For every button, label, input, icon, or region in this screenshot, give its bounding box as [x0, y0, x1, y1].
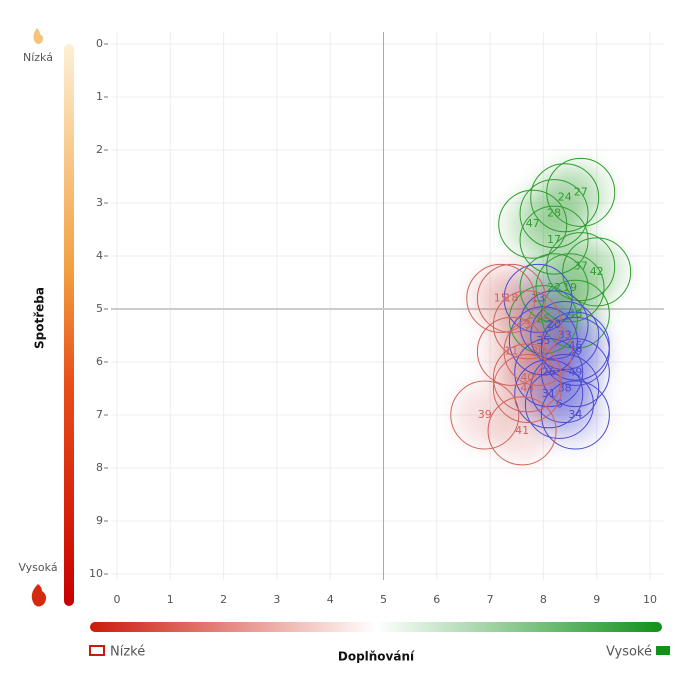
point [530, 301, 600, 370]
point [514, 338, 584, 408]
point [466, 263, 536, 333]
point-label: 48 [568, 307, 582, 320]
x-tick-label: 8 [540, 593, 547, 606]
x-tick-label: 10 [643, 593, 657, 606]
y-tick-label: 7 [96, 408, 103, 421]
point-label: 40 [520, 371, 534, 384]
y-tick-label: 8 [96, 461, 103, 474]
low-battery-icon [89, 645, 105, 656]
point-label: 42 [590, 265, 604, 278]
point [535, 253, 605, 323]
point-label: 3 [524, 318, 531, 331]
point-label: 41 [515, 424, 529, 437]
point [530, 163, 600, 233]
point [503, 263, 573, 333]
point [530, 354, 600, 423]
y-tick-label: 1 [96, 90, 103, 103]
point [524, 369, 594, 439]
point-label: 44 [520, 382, 534, 395]
point [492, 290, 562, 360]
point [503, 316, 573, 386]
point-label: 18 [504, 291, 518, 304]
y-tick-label: 4 [96, 249, 103, 262]
x-tick-label: 2 [220, 593, 227, 606]
point [540, 316, 610, 386]
y-tick-label: 10 [89, 567, 103, 580]
x-tick-label: 1 [167, 593, 174, 606]
point [492, 343, 562, 413]
point [519, 290, 589, 360]
point-label: 6 [556, 397, 563, 410]
point [476, 263, 546, 333]
y-high-label: Vysoká [18, 561, 57, 574]
point [562, 237, 632, 307]
x-tick-label: 5 [380, 593, 387, 606]
point-label: 28 [547, 207, 561, 220]
point [546, 232, 616, 302]
y-low-label: Nízká [23, 51, 53, 64]
point [487, 396, 557, 466]
point [519, 179, 589, 249]
x-tick-label: 6 [433, 593, 440, 606]
x-tick-label: 4 [327, 593, 334, 606]
y-tick-label: 0 [96, 37, 103, 50]
point-label: 30 [531, 344, 545, 357]
point-label: 25 [536, 313, 550, 326]
point-label: 15 [494, 291, 508, 304]
point-label: 24 [558, 191, 572, 204]
point [540, 380, 610, 450]
point [450, 380, 520, 450]
point [514, 359, 584, 429]
y-tick-label: 3 [96, 196, 103, 209]
x-gradient-bar [90, 622, 662, 632]
y-axis-title: Spotřeba [33, 287, 47, 349]
y-tick-label: 2 [96, 143, 103, 156]
low-flame-icon [33, 28, 44, 44]
point [540, 338, 610, 408]
point [492, 354, 562, 423]
y-tick-label: 5 [96, 302, 103, 315]
high-battery-icon [656, 646, 670, 655]
y-tick-label: 9 [96, 514, 103, 527]
point [498, 189, 568, 259]
y-gradient-bar [64, 44, 74, 606]
x-tick-label: 0 [114, 593, 121, 606]
point [546, 157, 616, 227]
point-label: 34 [568, 408, 582, 421]
x-tick-label: 3 [273, 593, 280, 606]
x-tick-label: 9 [593, 593, 600, 606]
point-label: 17 [547, 233, 561, 246]
point [476, 316, 546, 386]
high-flame-icon [31, 584, 47, 607]
x-tick-label: 7 [487, 593, 494, 606]
point-label: 11 [504, 344, 518, 357]
y-tick-label: 6 [96, 355, 103, 368]
x-low-label: Nízké [110, 645, 145, 660]
x-axis-title: Doplňování [338, 650, 415, 664]
x-high-label: Vysoké [606, 645, 652, 660]
point [519, 205, 589, 275]
point-label: 39 [478, 408, 492, 421]
point-label: 47 [526, 217, 540, 230]
